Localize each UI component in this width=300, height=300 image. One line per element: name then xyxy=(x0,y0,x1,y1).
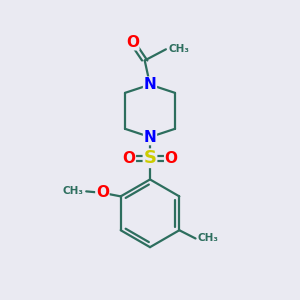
Text: O: O xyxy=(96,185,109,200)
Text: O: O xyxy=(126,35,139,50)
Text: CH₃: CH₃ xyxy=(198,233,219,244)
Text: N: N xyxy=(144,130,156,145)
Text: CH₃: CH₃ xyxy=(63,186,84,197)
Text: S: S xyxy=(143,149,157,167)
Text: N: N xyxy=(144,77,156,92)
Text: O: O xyxy=(165,151,178,166)
Text: O: O xyxy=(122,151,135,166)
Text: CH₃: CH₃ xyxy=(168,44,189,54)
